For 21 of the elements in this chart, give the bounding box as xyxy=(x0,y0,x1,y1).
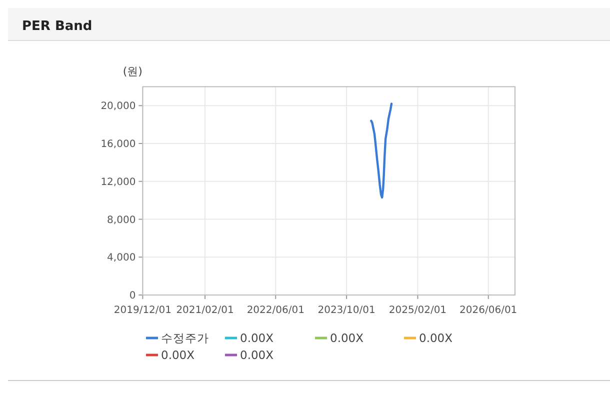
y-tick-label: 12,000 xyxy=(100,176,136,188)
y-tick-label: 4,000 xyxy=(107,252,136,264)
legend-label: 0.00X xyxy=(330,331,364,345)
y-tick-label: 20,000 xyxy=(100,101,136,112)
x-tick-label: 2019/12/01 xyxy=(114,305,172,316)
y-tick-label: 16,000 xyxy=(100,139,136,150)
y-tick-label: 0 xyxy=(129,290,136,302)
legend-label: 0.00X xyxy=(240,331,274,345)
y-axis-title: (원) xyxy=(122,65,142,78)
legend-label: 0.00X xyxy=(161,348,195,362)
legend-label: 수정주가 xyxy=(161,331,209,345)
x-tick-label: 2022/06/01 xyxy=(246,305,304,316)
x-tick-label: 2023/10/01 xyxy=(318,305,376,316)
x-tick-label: 2026/06/01 xyxy=(460,305,518,316)
x-tick-label: 2025/02/01 xyxy=(388,305,447,316)
x-tick-label: 2021/02/01 xyxy=(176,305,234,316)
legend-label: 0.00X xyxy=(240,348,274,362)
y-tick-label: 8,000 xyxy=(107,214,136,226)
legend-label: 0.00X xyxy=(419,331,453,345)
chart-title: PER Band xyxy=(22,19,92,34)
line-series xyxy=(370,102,393,199)
